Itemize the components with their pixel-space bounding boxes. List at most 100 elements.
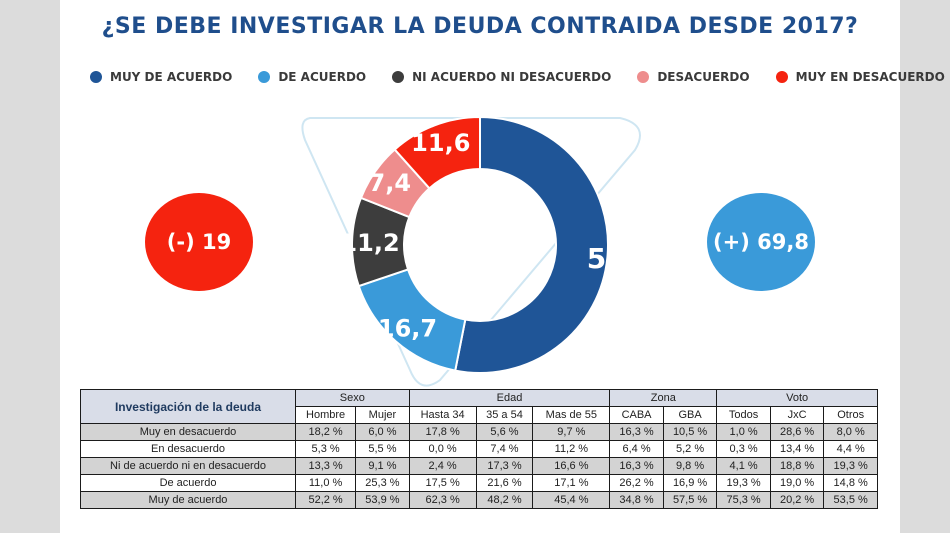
row-label: Muy de acuerdo [80, 491, 296, 509]
table-cell: 13,4 % [769, 440, 825, 458]
table-cell: 25,3 % [355, 474, 410, 492]
table-header-label: Investigación de la deuda [80, 389, 296, 424]
table-cell: 75,3 % [716, 491, 771, 509]
legend-item: NI ACUERDO NI DESACUERDO [392, 70, 611, 84]
table-column-header: CABA [609, 406, 664, 424]
legend-label: DESACUERDO [657, 70, 750, 84]
table-cell: 4,4 % [823, 440, 878, 458]
table-cell: 5,5 % [355, 440, 410, 458]
table-cell: 9,7 % [532, 423, 611, 441]
table-cell: 5,6 % [475, 423, 534, 441]
table-cell: 7,4 % [475, 440, 534, 458]
table-cell: 9,8 % [662, 457, 718, 475]
legend-item: MUY EN DESACUERDO [775, 70, 945, 84]
legend-item: MUY DE ACUERDO [90, 70, 232, 84]
table-cell: 45,4 % [532, 491, 611, 509]
table-column-header: GBA [662, 406, 718, 424]
table-cell: 4,1 % [716, 457, 771, 475]
table-column-header: Todos [716, 406, 771, 424]
table-column-header: Otros [823, 406, 878, 424]
table-cell: 53,9 % [355, 491, 410, 509]
table-cell: 17,5 % [408, 474, 477, 492]
table-cell: 18,2 % [294, 423, 357, 441]
row-label: De acuerdo [80, 474, 296, 492]
legend-swatch [258, 71, 271, 83]
table-group-header: Edad [408, 389, 611, 407]
row-label: Muy en desacuerdo [80, 423, 296, 441]
legend-label: DE ACUERDO [278, 70, 367, 84]
table-cell: 14,8 % [823, 474, 878, 492]
table-cell: 17,8 % [408, 423, 477, 441]
slice-label: 11,2 [340, 229, 399, 257]
table-cell: 13,3 % [294, 457, 357, 475]
table-cell: 19,0 % [769, 474, 825, 492]
table-cell: 28,6 % [769, 423, 825, 441]
table-cell: 11,0 % [294, 474, 357, 492]
table-column-header: JxC [769, 406, 825, 424]
table-cell: 18,8 % [769, 457, 825, 475]
table-cell: 0,0 % [408, 440, 477, 458]
table-row: De acuerdo 11,0 % 25,3 % 17,5 % 21,6 % 17,1 %… [80, 474, 878, 492]
table-cell: 19,3 % [823, 457, 878, 475]
legend-label: MUY DE ACUERDO [110, 70, 233, 84]
table-cell: 48,2 % [475, 491, 534, 509]
donut-slice [454, 115, 609, 374]
table-cell: 19,3 % [716, 474, 771, 492]
decorative-outline [301, 117, 641, 387]
table-row: Ni de acuerdo ni en desacuerdo 13,3 % 9,1 … [80, 457, 878, 475]
positive-total-bubble: (+) 69,8 [707, 193, 815, 291]
table-row: En desacuerdo 5,3 % 5,5 % 0,0 % 7,4 % 11,2 % 6… [80, 440, 878, 458]
table-cell: 62,3 % [408, 491, 477, 509]
table-cell: 0,3 % [716, 440, 771, 458]
table-column-header: Mujer [355, 406, 410, 424]
legend-swatch [637, 71, 650, 83]
table-column-header: Hasta 34 [408, 406, 477, 424]
table-cell: 1,0 % [716, 423, 771, 441]
legend-item: DESACUERDO [637, 70, 750, 84]
table-cell: 8,0 % [823, 423, 878, 441]
table-cell: 5,3 % [294, 440, 357, 458]
table-cell: 16,9 % [662, 474, 718, 492]
donut-slice [393, 115, 481, 190]
slice-label: 16,7 [378, 315, 437, 343]
table-cell: 57,5 % [662, 491, 718, 509]
legend-swatch [775, 71, 788, 83]
results-table: Investigación de la deuda Sexo Edad Zona Vot… [80, 389, 878, 509]
table-cell: 26,2 % [609, 474, 664, 492]
table-cell: 20,2 % [769, 491, 825, 509]
row-label: En desacuerdo [80, 440, 296, 458]
table-column-header: Hombre [294, 406, 357, 424]
legend-swatch [90, 71, 102, 83]
table-cell: 16,3 % [609, 423, 664, 441]
table-row: Muy de acuerdo 52,2 % 53,9 % 62,3 % 48,2 % 45… [80, 491, 878, 509]
table-cell: 16,6 % [532, 457, 611, 475]
table-cell: 10,5 % [662, 423, 718, 441]
table-cell: 11,2 % [532, 440, 611, 458]
table-column-header: 35 a 54 [475, 406, 534, 424]
chart-title: ¿SE DEBE INVESTIGAR LA DEUDA CONTRAIDA D… [101, 14, 859, 39]
table-cell: 6,0 % [355, 423, 410, 441]
table-group-header: Sexo [295, 389, 410, 407]
row-label: Ni de acuerdo ni en desacuerdo [80, 457, 296, 475]
legend-label: MUY EN DESACUERDO [795, 70, 945, 84]
donut-chart: 53,1 16,7 11,2 7,4 11,6 [301, 115, 656, 387]
table-cell: 53,5 % [823, 491, 878, 509]
table-cell: 17,1 % [532, 474, 611, 492]
slice-label: 7,4 [369, 169, 412, 197]
table-group-header: Voto [716, 389, 878, 407]
legend-item: DE ACUERDO [258, 70, 366, 84]
table-cell: 34,8 % [609, 491, 664, 509]
table-cell: 2,4 % [408, 457, 477, 475]
decorative-triangle [301, 117, 641, 387]
table-cell: 16,3 % [609, 457, 664, 475]
table-cell: 17,3 % [475, 457, 534, 475]
table-group-header: Zona [609, 389, 718, 407]
table-row: Muy en desacuerdo 18,2 % 6,0 % 17,8 % 5,6 % 9… [80, 423, 878, 441]
slice-label: 11,6 [411, 129, 470, 157]
chart-card: ¿SE DEBE INVESTIGAR LA DEUDA CONTRAIDA D… [60, 0, 945, 533]
table-cell: 21,6 % [475, 474, 534, 492]
table-column-header: Mas de 55 [532, 406, 611, 424]
negative-total-bubble: (-) 19 [145, 193, 253, 291]
chart-legend: MUY DE ACUERDO DE ACUERDO NI ACUERDO NI DE… [90, 70, 945, 84]
legend-swatch [392, 71, 405, 83]
